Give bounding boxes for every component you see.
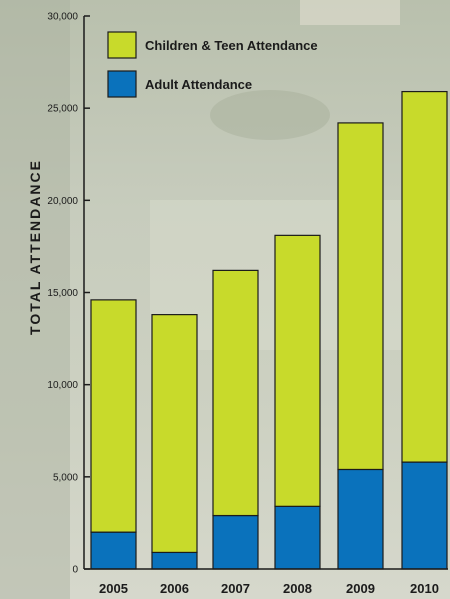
y-tick-label: 10,000 bbox=[47, 380, 78, 391]
bar-adult-attendance-2007 bbox=[212, 514, 259, 570]
bar-adult-attendance-2010 bbox=[401, 461, 448, 570]
y-tick-label: 15,000 bbox=[47, 288, 78, 299]
bars-layer bbox=[90, 90, 448, 570]
x-axis-labels: 2005 2006 2007 2008 2009 2010 bbox=[99, 581, 439, 596]
x-tick-label: 2010 bbox=[410, 581, 439, 596]
legend-swatch bbox=[107, 31, 137, 59]
legend: Children & Teen Attendance Adult Attendan… bbox=[107, 31, 318, 98]
x-tick-label: 2007 bbox=[221, 581, 250, 596]
bar-adult-attendance-2008 bbox=[274, 505, 321, 570]
y-tick-label: 5,000 bbox=[53, 472, 78, 483]
bar-children-teen-attendance-2008 bbox=[274, 234, 321, 507]
x-tick-label: 2009 bbox=[346, 581, 375, 596]
y-axis: 0 5,000 10,000 15,000 20,000 25,000 30,000 bbox=[47, 12, 448, 576]
legend-label: Adult Attendance bbox=[145, 77, 252, 92]
y-tick-label: 20,000 bbox=[47, 196, 78, 207]
legend-swatch bbox=[107, 70, 137, 98]
y-tick-label: 0 bbox=[72, 565, 78, 576]
bar-adult-attendance-2006 bbox=[151, 551, 198, 570]
bar-children-teen-attendance-2009 bbox=[337, 122, 384, 471]
bar-children-teen-attendance-2007 bbox=[212, 269, 259, 517]
bar-children-teen-attendance-2010 bbox=[401, 90, 448, 463]
y-axis-label: TOTAL ATTENDANCE bbox=[27, 159, 43, 335]
y-tick-label: 30,000 bbox=[47, 12, 78, 23]
bar-adult-attendance-2009 bbox=[337, 468, 384, 570]
legend-label: Children & Teen Attendance bbox=[145, 38, 318, 53]
bar-children-teen-attendance-2006 bbox=[151, 314, 198, 554]
bar-children-teen-attendance-2005 bbox=[90, 299, 137, 533]
y-tick-label: 25,000 bbox=[47, 104, 78, 115]
x-tick-label: 2008 bbox=[283, 581, 312, 596]
x-tick-label: 2005 bbox=[99, 581, 128, 596]
x-tick-label: 2006 bbox=[160, 581, 189, 596]
bar-adult-attendance-2005 bbox=[90, 531, 137, 570]
